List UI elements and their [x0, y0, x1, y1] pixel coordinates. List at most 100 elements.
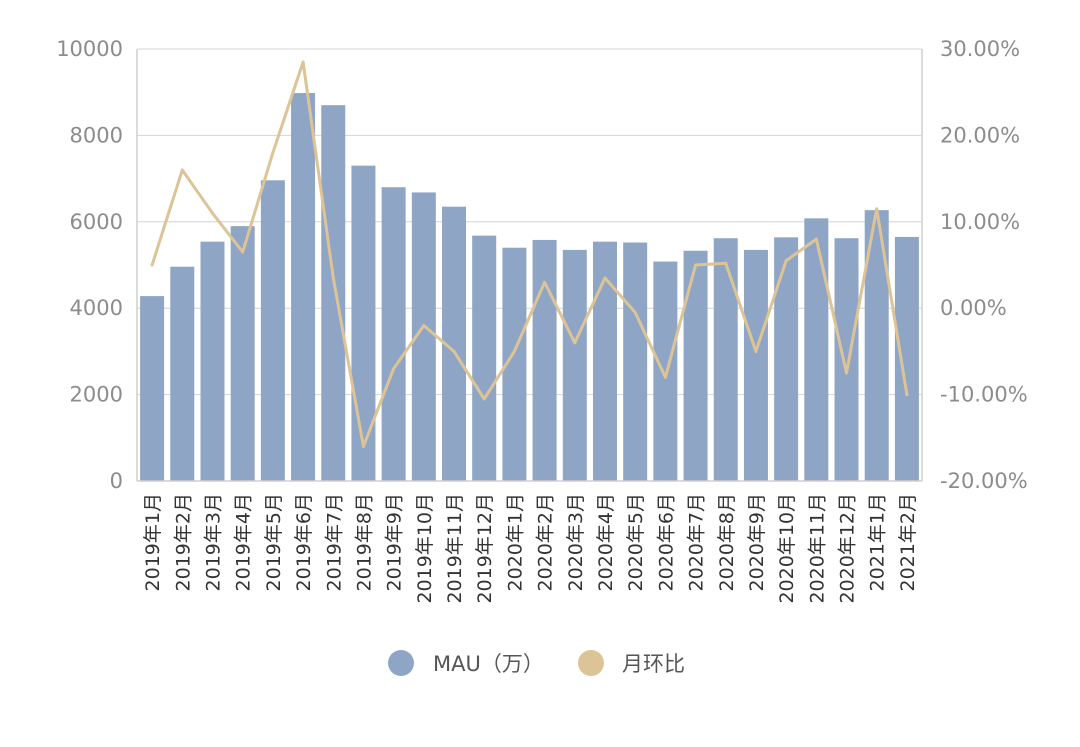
- bar: [291, 93, 316, 482]
- y-left-tick-label: 4000: [70, 296, 123, 320]
- x-tick-label: 2020年1月: [504, 493, 526, 591]
- y-right-tick-label: -20.00%: [940, 469, 1028, 493]
- line-point: [150, 263, 154, 267]
- line-point: [241, 250, 245, 254]
- line-point: [271, 151, 275, 155]
- bar: [653, 261, 678, 481]
- bar: [834, 238, 859, 481]
- x-tick-label: 2019年11月: [444, 493, 466, 604]
- line-point: [875, 207, 879, 211]
- line-point: [814, 237, 818, 241]
- bar: [351, 165, 376, 481]
- bar: [140, 296, 165, 481]
- x-tick-label: 2019年2月: [172, 493, 194, 591]
- x-tick-label: 2021年1月: [867, 493, 889, 591]
- y-left-tick-label: 8000: [70, 123, 123, 147]
- line-point: [573, 341, 577, 345]
- x-tick-label: 2020年11月: [806, 493, 828, 604]
- x-tick-label: 2019年7月: [323, 493, 345, 591]
- bar: [472, 235, 497, 481]
- line-point: [180, 168, 184, 172]
- line-series: [150, 60, 909, 448]
- line-point: [663, 375, 667, 379]
- x-tick-label: 2020年9月: [746, 493, 768, 591]
- legend-swatch-mau: [388, 650, 414, 676]
- line-point: [724, 261, 728, 265]
- x-tick-label: 2020年7月: [686, 493, 708, 591]
- line-point: [301, 60, 305, 64]
- bar: [230, 226, 255, 481]
- legend: MAU（万） 月环比: [388, 650, 685, 676]
- y-right-tick-label: -10.00%: [940, 383, 1028, 407]
- y-right-tick-label: 30.00%: [940, 37, 1020, 61]
- bar: [260, 180, 285, 481]
- x-tick-label: 2020年3月: [565, 493, 587, 591]
- tick-labels: 0 2000 4000 6000 8000 10000 -20.00% -10.00% 0.00…: [56, 37, 1027, 604]
- x-tick-label: 2019年6月: [293, 493, 315, 591]
- axes: [136, 49, 923, 482]
- bar: [623, 242, 648, 481]
- x-tick-label: 2019年12月: [474, 493, 496, 604]
- y-right-tick-label: 0.00%: [940, 296, 1007, 320]
- x-tick-label: 2020年8月: [716, 493, 738, 591]
- line-point: [512, 349, 516, 353]
- bar: [321, 105, 346, 481]
- bar: [562, 249, 587, 481]
- legend-label-mau: MAU（万）: [433, 652, 544, 676]
- x-tick-label: 2019年8月: [353, 493, 375, 591]
- line-point: [392, 367, 396, 371]
- line-point: [603, 276, 607, 280]
- y-left-tick-label: 6000: [70, 210, 123, 234]
- bar: [683, 250, 708, 481]
- y-right-tick-label: 10.00%: [940, 210, 1020, 234]
- x-tick-label: 2019年4月: [233, 493, 255, 591]
- x-tick-label: 2020年5月: [625, 493, 647, 591]
- bar: [200, 241, 225, 481]
- line-point: [633, 311, 637, 315]
- line-point: [331, 276, 335, 280]
- legend-item-mom[interactable]: 月环比: [578, 650, 685, 676]
- bar-series: [140, 93, 919, 482]
- gridlines: [137, 48, 922, 396]
- line-point: [422, 323, 426, 327]
- line-point: [845, 371, 849, 375]
- y-right-tick-label: 20.00%: [940, 123, 1020, 147]
- bar: [502, 247, 527, 481]
- legend-item-mau[interactable]: MAU（万）: [388, 650, 544, 676]
- x-tick-label: 2020年10月: [776, 493, 798, 604]
- line-point: [361, 444, 365, 448]
- x-tick-label: 2020年2月: [535, 493, 557, 591]
- x-tick-label: 2019年5月: [263, 493, 285, 591]
- line-point: [754, 349, 758, 353]
- x-tick-label: 2020年12月: [837, 493, 859, 604]
- y-left-tick-label: 0: [110, 469, 123, 493]
- bar: [170, 266, 195, 481]
- line-point: [784, 259, 788, 263]
- line-point: [210, 211, 214, 215]
- line-point: [543, 280, 547, 284]
- bar: [713, 238, 738, 481]
- y-left-tick-label: 2000: [70, 383, 123, 407]
- series-line-mom: [150, 60, 909, 448]
- legend-label-mom: 月环比: [622, 652, 685, 676]
- x-tick-label: 2021年2月: [897, 493, 919, 591]
- x-tick-label: 2019年10月: [414, 493, 436, 604]
- x-tick-label: 2019年1月: [142, 493, 164, 591]
- bar: [774, 237, 799, 481]
- y-left-tick-label: 10000: [56, 37, 123, 61]
- line-point: [905, 393, 909, 397]
- x-tick-label: 2020年4月: [595, 493, 617, 591]
- line-point: [452, 349, 456, 353]
- x-tick-label: 2019年9月: [384, 493, 406, 591]
- x-tick-label: 2019年3月: [203, 493, 225, 591]
- bar: [894, 236, 919, 481]
- line-point: [482, 397, 486, 401]
- bar: [381, 187, 406, 482]
- line-point: [694, 263, 698, 267]
- bar: [743, 249, 768, 481]
- bar: [532, 239, 557, 481]
- x-tick-label: 2020年6月: [655, 493, 677, 591]
- legend-swatch-mom: [578, 650, 604, 676]
